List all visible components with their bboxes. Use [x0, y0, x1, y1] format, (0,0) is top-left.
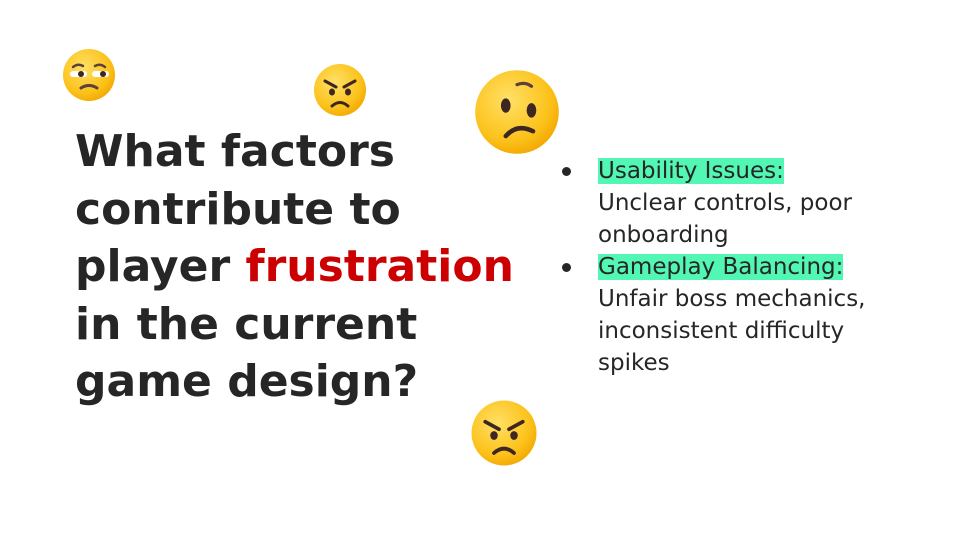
- heading-line: What factors: [75, 126, 395, 177]
- bullet-highlight: Usability Issues:: [598, 158, 784, 184]
- heading-line: game design?: [75, 356, 419, 407]
- bullet-item: Gameplay Balancing: Unfair boss mechanic…: [560, 251, 950, 379]
- bullet-item: Usability Issues: Unclear controls, poor…: [560, 155, 950, 251]
- bullet-text: Unfair boss mechanics,: [598, 286, 866, 312]
- heading-line: player frustration: [75, 238, 545, 296]
- bullet-text: inconsistent difficulty: [598, 318, 845, 344]
- bullet-text: onboarding: [598, 222, 729, 248]
- heading-text: player: [75, 241, 246, 292]
- angry-face-icon: [314, 64, 366, 116]
- bullet-text: Unclear controls, poor: [598, 190, 852, 216]
- heading-emphasis: frustration: [245, 241, 514, 292]
- heading-line: in the current: [75, 298, 418, 350]
- bullet-dot: [562, 167, 571, 176]
- confused-face-icon: [475, 70, 559, 154]
- slide-heading: What factors contribute to player frustr…: [75, 123, 545, 411]
- angry-face-icon: [471, 400, 537, 466]
- bullet-list: Usability Issues: Unclear controls, poor…: [560, 155, 950, 379]
- bullet-dot: [562, 263, 571, 272]
- bullet-highlight: Gameplay Balancing:: [598, 254, 844, 280]
- bullet-text: spikes: [598, 350, 670, 376]
- heading-line: contribute to: [75, 183, 401, 235]
- unamused-face-icon: [63, 49, 115, 101]
